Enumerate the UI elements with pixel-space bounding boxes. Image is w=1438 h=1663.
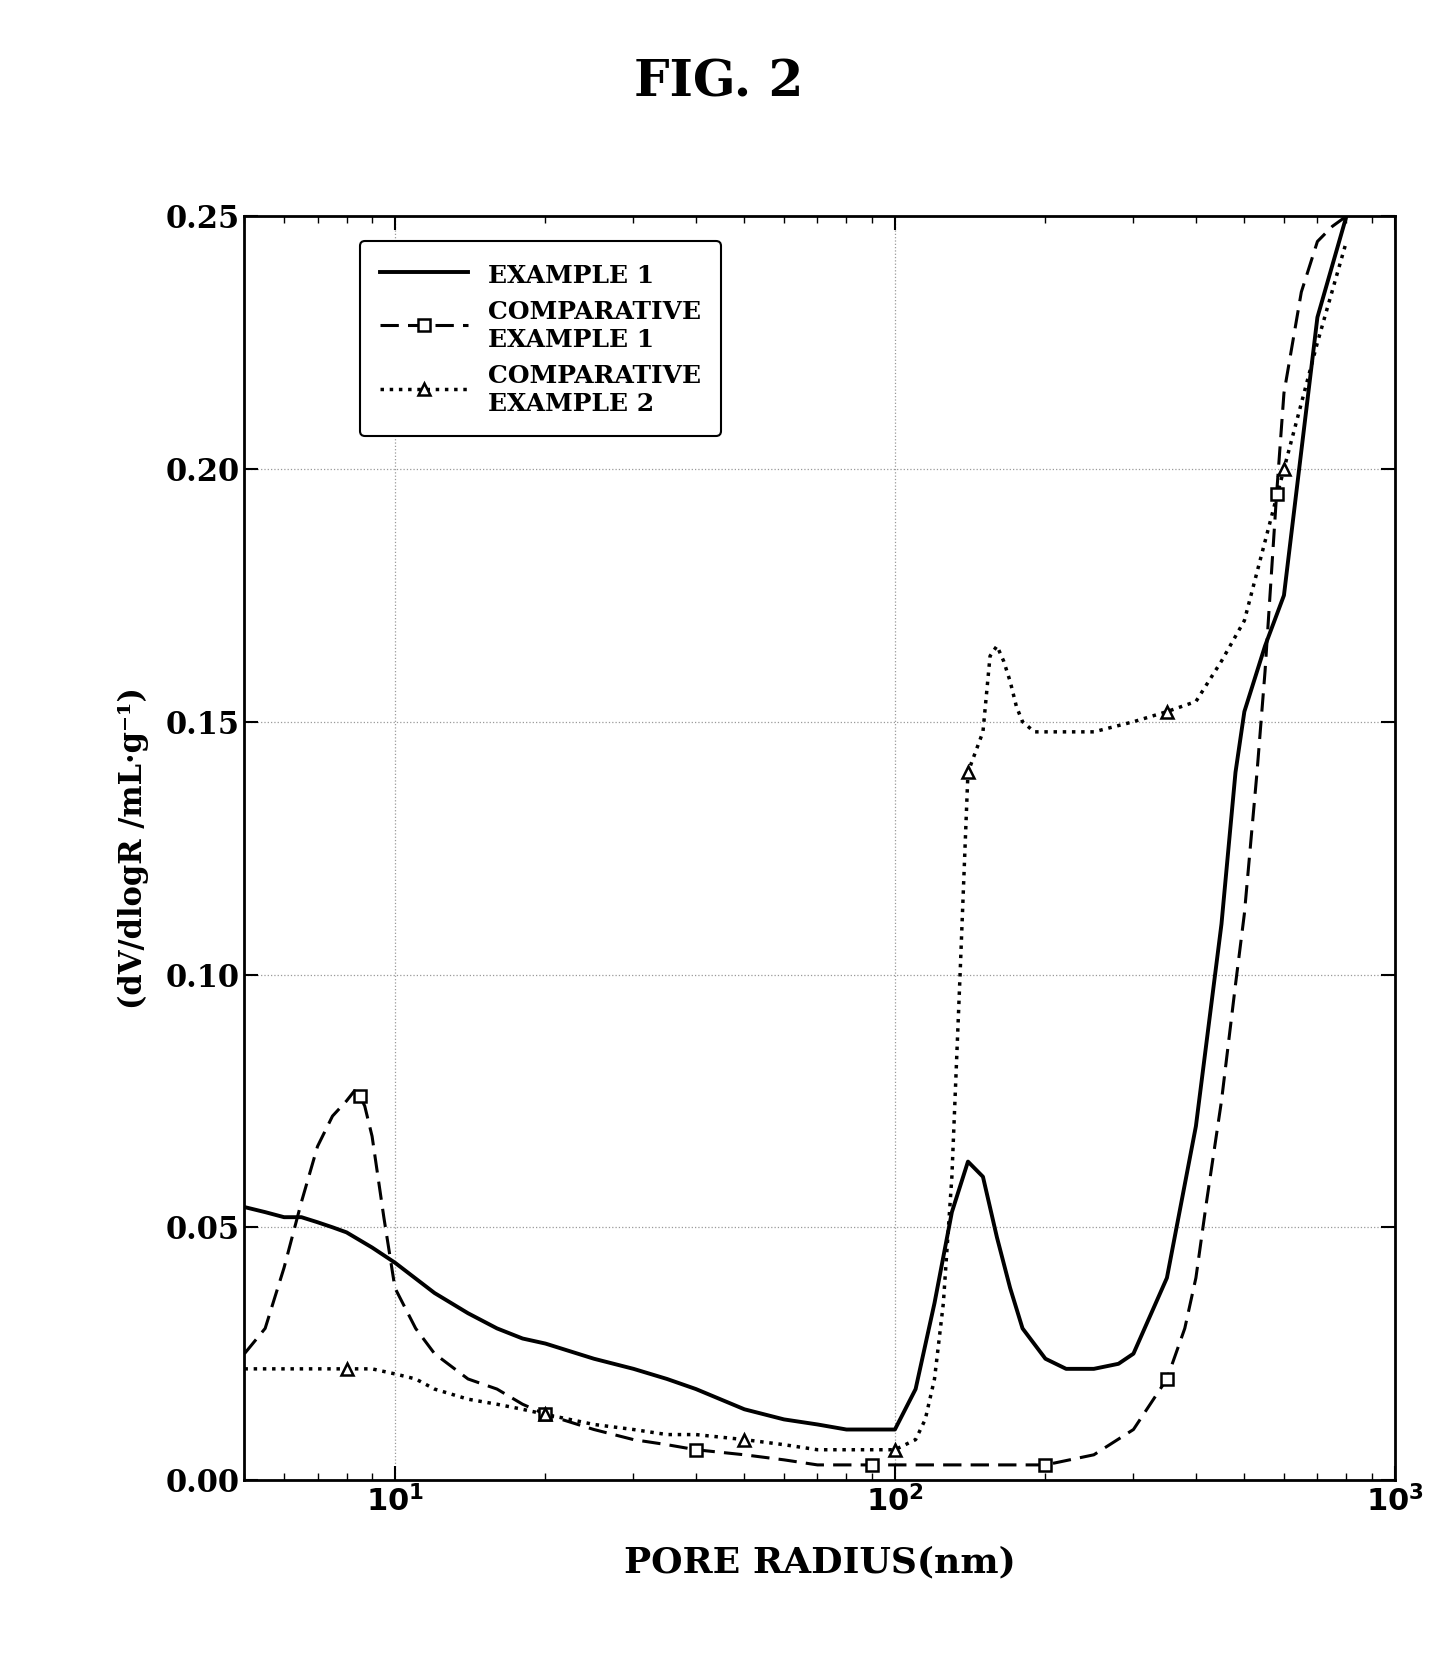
X-axis label: PORE RADIUS(nm): PORE RADIUS(nm) <box>624 1545 1015 1580</box>
Y-axis label: (dV/dlogR /mL·g⁻¹): (dV/dlogR /mL·g⁻¹) <box>118 687 148 1009</box>
Text: FIG. 2: FIG. 2 <box>634 58 804 106</box>
Legend: EXAMPLE 1, COMPARATIVE
EXAMPLE 1, COMPARATIVE
EXAMPLE 2: EXAMPLE 1, COMPARATIVE EXAMPLE 1, COMPAR… <box>361 241 720 436</box>
